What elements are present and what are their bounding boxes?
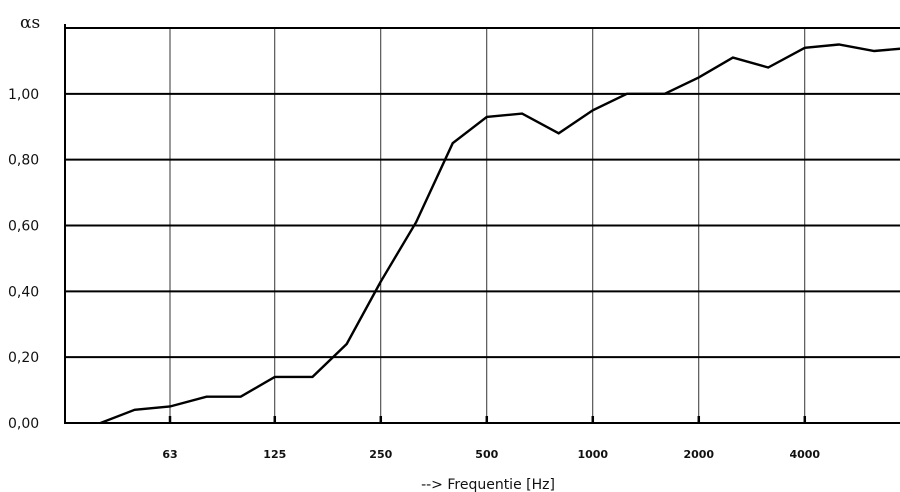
x-tick-label: 2000 <box>683 448 714 461</box>
x-tick-label: 4000 <box>789 448 820 461</box>
x-tick-label: 250 <box>369 448 392 461</box>
series-layer <box>100 43 900 425</box>
y-tick-label: 0,80 <box>8 153 39 169</box>
tick-labels: 0,00 0,20 0,40 0,60 0,80 1,00 63 125 250 500 1000 2… <box>8 87 820 461</box>
y-tick-label: 0,60 <box>8 219 39 235</box>
y-axis-title: αs <box>20 13 40 33</box>
y-tick-label: 0,40 <box>8 284 39 300</box>
x-tick-label: 500 <box>475 448 498 461</box>
y-tick-label: 1,00 <box>8 87 39 103</box>
series-line <box>100 43 900 425</box>
x-tick-label: 125 <box>263 448 286 461</box>
axes <box>64 24 900 424</box>
y-tick-label: 0,00 <box>8 416 39 432</box>
x-tick-label: 63 <box>162 448 177 461</box>
grid <box>65 27 900 423</box>
y-tick-label: 0,20 <box>8 350 39 366</box>
x-axis-title: --> Frequentie [Hz] <box>421 477 555 492</box>
x-tick-label: 1000 <box>577 448 608 461</box>
